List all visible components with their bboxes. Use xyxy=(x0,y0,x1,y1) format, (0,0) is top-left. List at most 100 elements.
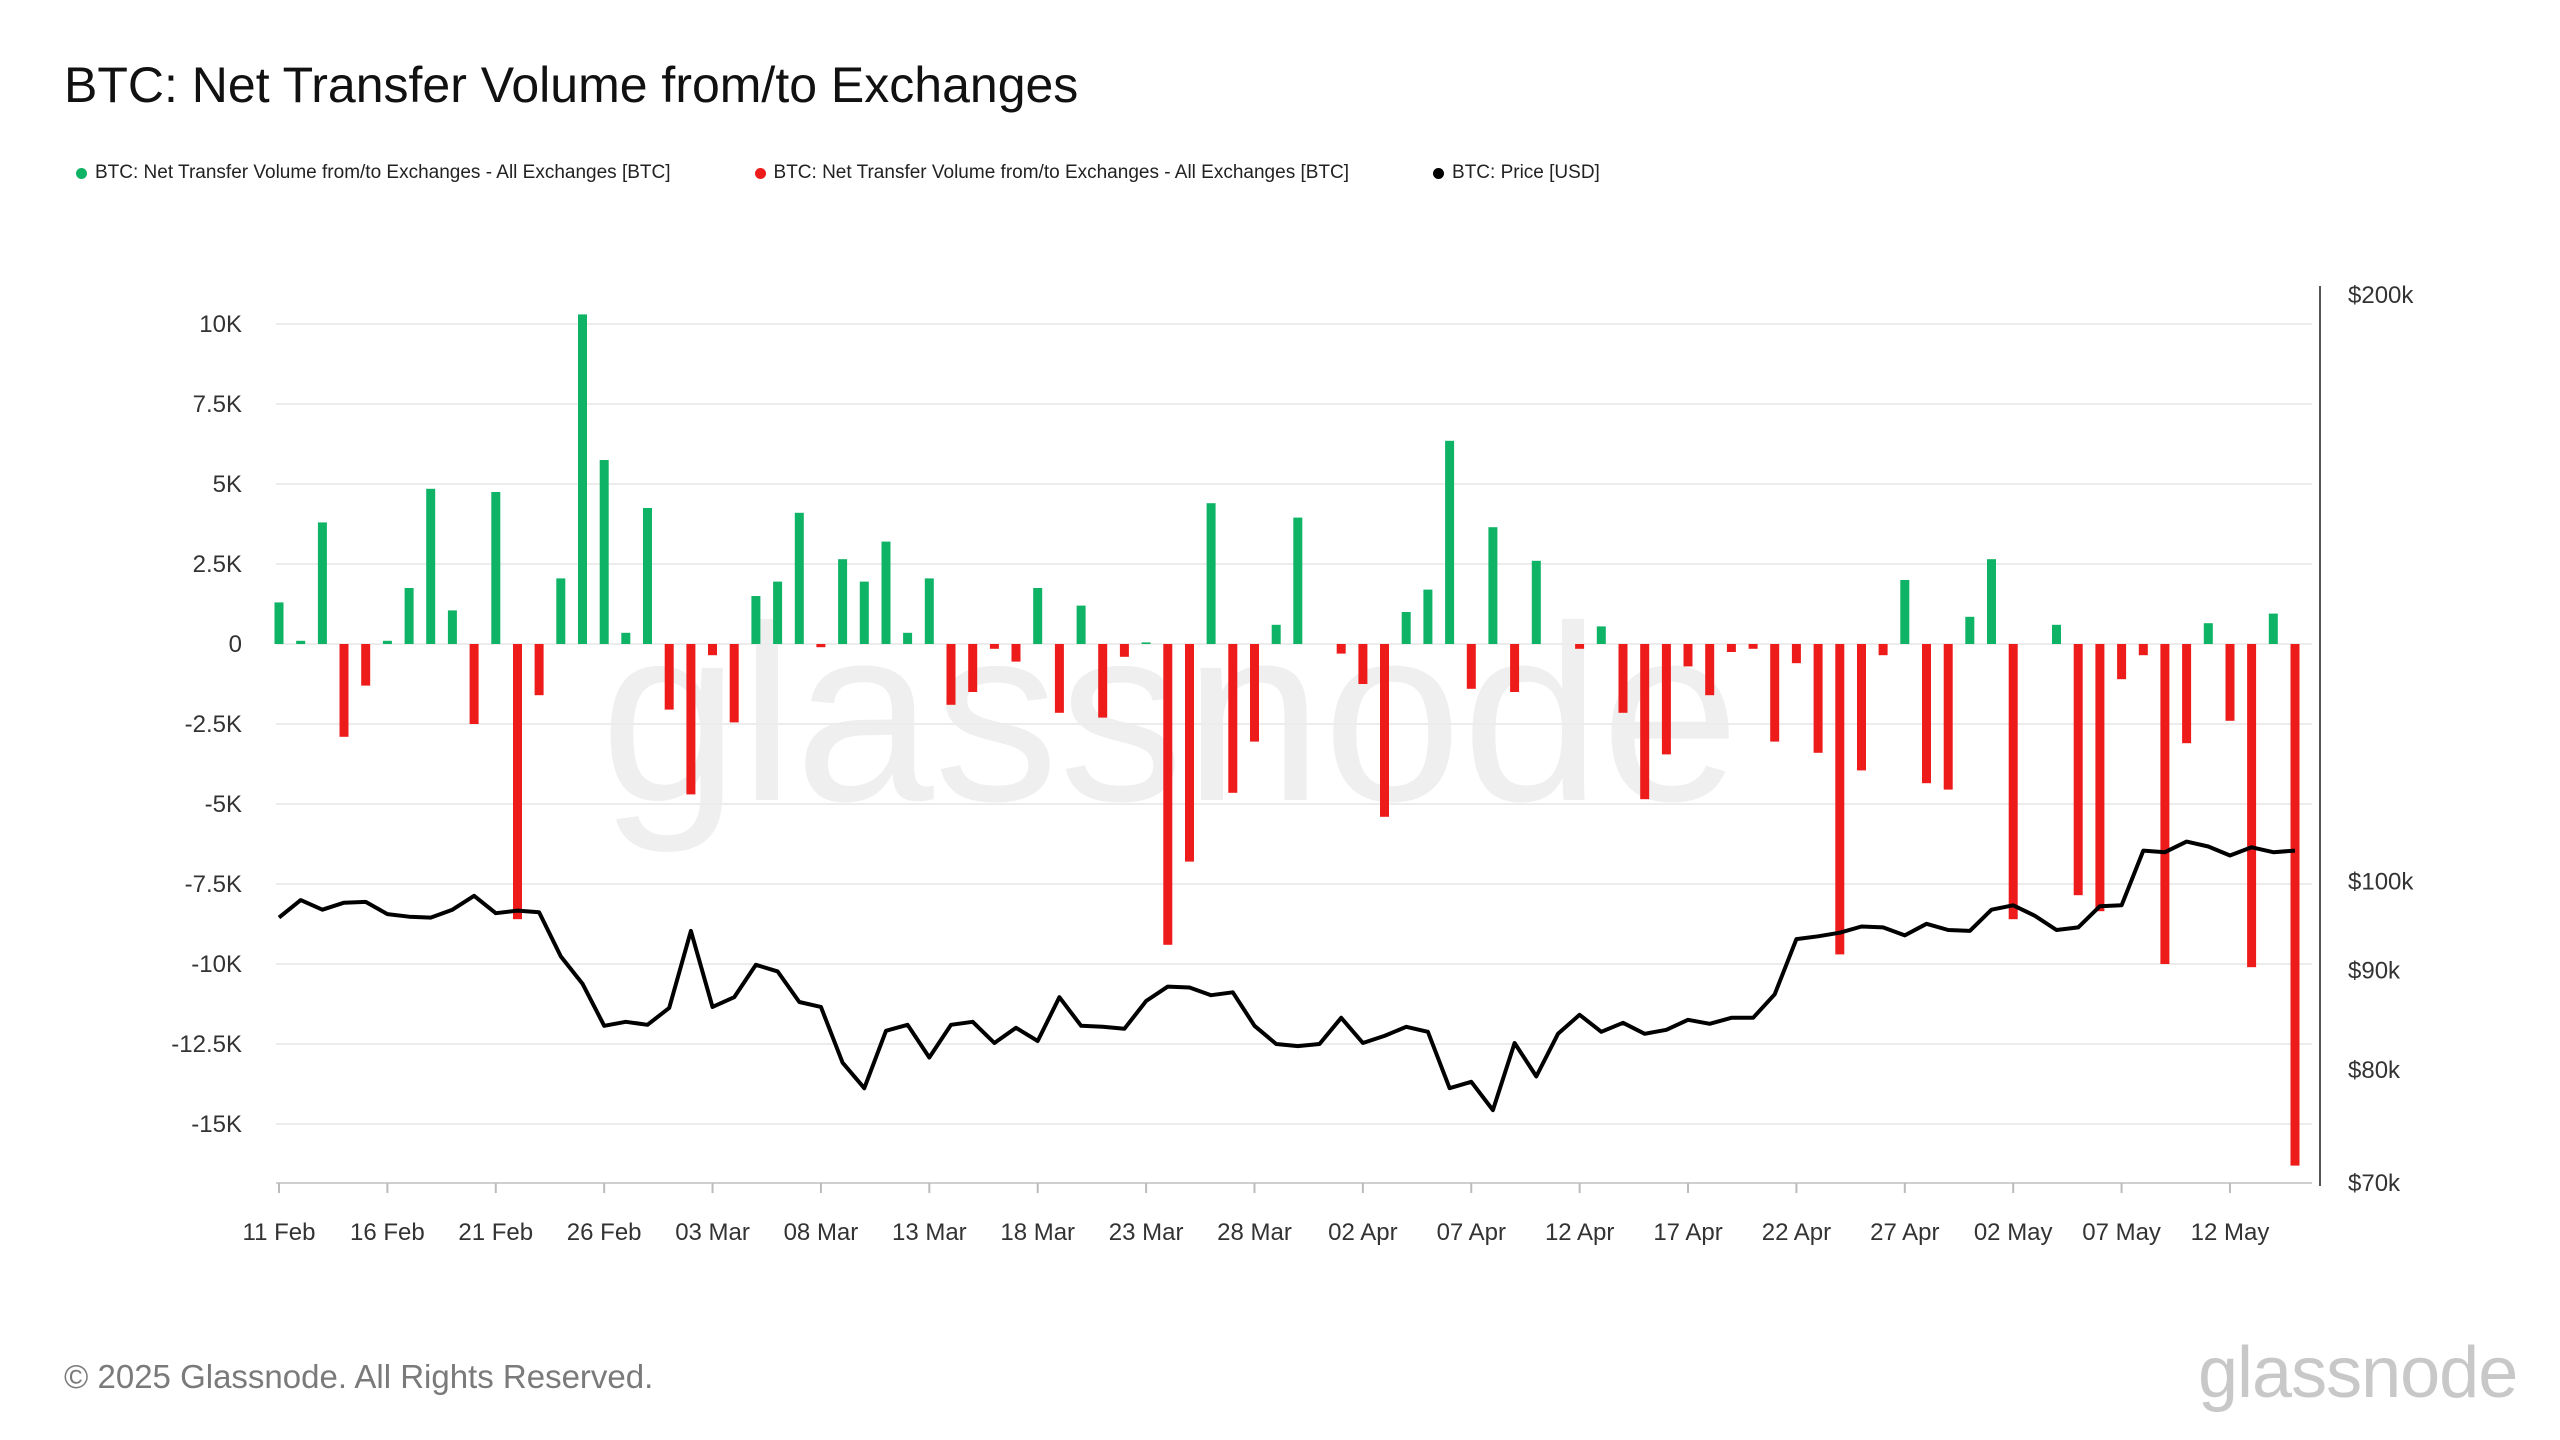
bar-outflow[interactable] xyxy=(816,644,826,648)
bar-inflow[interactable] xyxy=(317,522,327,644)
bar-inflow[interactable] xyxy=(794,512,804,644)
bar-inflow[interactable] xyxy=(643,508,652,644)
bar-inflow[interactable] xyxy=(881,541,891,644)
bar-outflow[interactable] xyxy=(1640,644,1650,800)
bar-inflow[interactable] xyxy=(1423,589,1433,644)
bar-outflow[interactable] xyxy=(1943,644,1953,790)
bar-outflow[interactable] xyxy=(1661,644,1671,755)
bar-inflow[interactable] xyxy=(1271,624,1281,644)
x-tick-label: 21 Feb xyxy=(458,1219,533,1246)
bar-inflow[interactable] xyxy=(274,602,284,644)
bar-outflow[interactable] xyxy=(1791,644,1801,664)
bar-outflow[interactable] xyxy=(1575,644,1585,649)
bar-inflow[interactable] xyxy=(903,632,913,644)
bar-outflow[interactable] xyxy=(1380,644,1389,817)
bar-inflow[interactable] xyxy=(1965,616,1975,644)
bar-outflow[interactable] xyxy=(2182,644,2192,744)
bar-outflow[interactable] xyxy=(2225,644,2235,721)
bar-inflow[interactable] xyxy=(599,460,609,644)
bar-inflow[interactable] xyxy=(838,559,848,644)
bar-inflow[interactable] xyxy=(1141,642,1151,644)
bar-inflow[interactable] xyxy=(2052,624,2061,644)
bar-inflow[interactable] xyxy=(491,492,501,644)
bar-outflow[interactable] xyxy=(2008,644,2018,920)
legend-item-inflow[interactable]: BTC: Net Transfer Volume from/to Exchang… xyxy=(76,162,671,184)
bar-outflow[interactable] xyxy=(2138,644,2148,656)
bar-outflow[interactable] xyxy=(1466,644,1476,689)
brand-logo: glassnode xyxy=(2198,1333,2518,1413)
bar-outflow[interactable] xyxy=(968,644,978,692)
bar-inflow[interactable] xyxy=(859,581,869,644)
bar-inflow[interactable] xyxy=(1596,626,1606,644)
bar-outflow[interactable] xyxy=(989,644,999,649)
bar-outflow[interactable] xyxy=(339,644,349,737)
bar-outflow[interactable] xyxy=(1878,644,1888,656)
bar-outflow[interactable] xyxy=(2095,644,2105,912)
bar-inflow[interactable] xyxy=(1293,517,1303,644)
bar-outflow[interactable] xyxy=(1228,644,1238,793)
bar-inflow[interactable] xyxy=(1033,588,1043,644)
bar-inflow[interactable] xyxy=(751,596,761,644)
bar-inflow[interactable] xyxy=(1531,560,1541,644)
bar-inflow[interactable] xyxy=(404,588,414,644)
bar-inflow[interactable] xyxy=(1206,503,1216,644)
bar-outflow[interactable] xyxy=(1250,644,1259,742)
bar-outflow[interactable] xyxy=(1185,644,1194,862)
bar-outflow[interactable] xyxy=(2247,644,2257,968)
bar-inflow[interactable] xyxy=(426,488,436,644)
bar-outflow[interactable] xyxy=(469,644,479,724)
bar-outflow[interactable] xyxy=(2117,644,2127,680)
bar-outflow[interactable] xyxy=(1098,644,1108,718)
bar-outflow[interactable] xyxy=(1510,644,1520,692)
bar-inflow[interactable] xyxy=(1445,440,1455,644)
y-right-tick-label: $100k xyxy=(2348,868,2414,895)
bar-outflow[interactable] xyxy=(664,644,674,710)
bar-outflow[interactable] xyxy=(729,644,739,723)
bar-outflow[interactable] xyxy=(1705,644,1715,696)
bar-inflow[interactable] xyxy=(382,640,392,644)
bar-inflow[interactable] xyxy=(2203,623,2213,644)
bar-outflow[interactable] xyxy=(1770,644,1780,742)
bar-outflow[interactable] xyxy=(1163,644,1173,945)
bar-outflow[interactable] xyxy=(2160,644,2170,964)
bar-outflow[interactable] xyxy=(1857,644,1866,771)
bar-outflow[interactable] xyxy=(1336,644,1346,654)
bar-outflow[interactable] xyxy=(708,644,717,656)
y-left-tick-label: 2.5K xyxy=(193,551,242,578)
bar-outflow[interactable] xyxy=(1011,644,1021,662)
bar-outflow[interactable] xyxy=(1358,644,1368,684)
bar-outflow[interactable] xyxy=(513,644,522,920)
bar-inflow[interactable] xyxy=(924,578,934,644)
bar-inflow[interactable] xyxy=(2268,613,2278,644)
legend-item-outflow[interactable]: BTC: Net Transfer Volume from/to Exchang… xyxy=(754,162,1349,184)
bar-inflow[interactable] xyxy=(296,640,306,644)
bar-inflow[interactable] xyxy=(578,314,587,644)
bar-outflow[interactable] xyxy=(1054,644,1064,713)
bar-outflow[interactable] xyxy=(1835,644,1845,955)
bar-inflow[interactable] xyxy=(447,610,457,644)
bar-outflow[interactable] xyxy=(1813,644,1823,753)
bar-inflow[interactable] xyxy=(773,581,783,644)
bar-outflow[interactable] xyxy=(1618,644,1628,713)
price-line[interactable] xyxy=(277,839,2296,1113)
bar-outflow[interactable] xyxy=(534,644,544,696)
bar-outflow[interactable] xyxy=(1748,644,1758,649)
bar-inflow[interactable] xyxy=(1987,559,1996,644)
bar-outflow[interactable] xyxy=(946,644,956,705)
bar-inflow[interactable] xyxy=(1401,612,1411,644)
bar-inflow[interactable] xyxy=(1076,605,1086,644)
bar-outflow[interactable] xyxy=(1726,644,1736,652)
bar-outflow[interactable] xyxy=(1119,644,1129,657)
bar-inflow[interactable] xyxy=(621,632,631,644)
bar-outflow[interactable] xyxy=(1922,644,1931,784)
bar-inflow[interactable] xyxy=(1488,527,1498,644)
bar-outflow[interactable] xyxy=(686,644,696,795)
bar-outflow[interactable] xyxy=(361,644,371,686)
bar-outflow[interactable] xyxy=(2073,644,2083,896)
bar-inflow[interactable] xyxy=(1900,580,1910,644)
bar-outflow[interactable] xyxy=(2290,644,2300,1166)
legend-item-price[interactable]: BTC: Price [USD] xyxy=(1433,162,1600,184)
bar-outflow[interactable] xyxy=(1683,644,1693,667)
bar-inflow[interactable] xyxy=(556,578,566,644)
